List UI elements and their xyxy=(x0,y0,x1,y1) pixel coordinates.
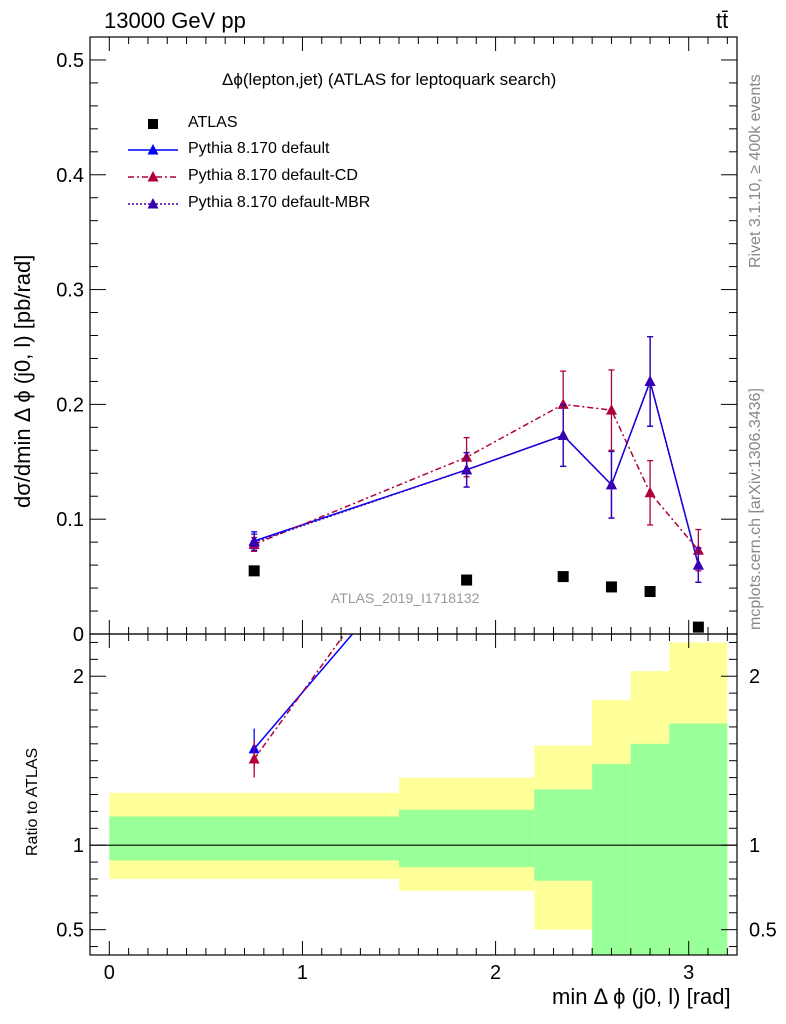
mc-data-point xyxy=(644,375,656,386)
uncertainty-band-green xyxy=(109,816,400,861)
main-panel xyxy=(248,335,704,633)
ratio-y-tick-label: 2 xyxy=(73,666,84,688)
legend-marker xyxy=(147,144,159,155)
legend-marker-atlas xyxy=(148,119,158,129)
mc-data-point xyxy=(605,404,617,415)
main-y-axis-label: dσ/dmin Δ ϕ (j0, l) [pb/rad] xyxy=(10,254,35,508)
rivet-label: Rivet 3.1.10, ≥ 400k events xyxy=(747,74,764,268)
ratio-point xyxy=(461,495,472,506)
mc-data-point xyxy=(557,429,569,440)
analysis-watermark: ATLAS_2019_I1718132 xyxy=(331,590,480,606)
legend-label-default-mbr: Pythia 8.170 default-MBR xyxy=(188,194,371,211)
x-tick-label: 2 xyxy=(490,962,501,984)
legend-marker xyxy=(147,198,159,209)
mc-data-point xyxy=(605,478,617,490)
ratio-y-tick-label-right: 1 xyxy=(749,835,760,857)
y-tick-label: 0.4 xyxy=(56,165,84,187)
atlas-data-point xyxy=(605,581,617,593)
atlas-data-point xyxy=(461,574,473,586)
x-axis-label: min Δ ϕ (j0, l) [rad] xyxy=(552,984,731,1009)
mc-data-point xyxy=(248,536,260,547)
ratio-y-tick-label-right: 0.5 xyxy=(749,920,777,942)
mc-series-line xyxy=(253,378,700,566)
x-tick-label: 3 xyxy=(683,962,694,984)
uncertainty-band-green xyxy=(399,809,535,868)
y-tick-label: 0 xyxy=(73,624,84,646)
mc-data-point xyxy=(557,398,569,409)
ratio-point xyxy=(248,753,260,764)
y-tick-label: 0.5 xyxy=(56,50,84,72)
legend-marker xyxy=(147,171,159,182)
ratio-series-line xyxy=(253,634,346,760)
y-tick-label: 0.2 xyxy=(56,394,84,416)
x-tick-label: 1 xyxy=(297,962,308,984)
legend xyxy=(128,119,178,209)
atlas-data-point xyxy=(557,571,569,583)
uncertainty-band-green xyxy=(630,743,670,955)
atlas-data-point xyxy=(248,565,260,577)
ratio-panel xyxy=(90,495,737,955)
atlas-data-point xyxy=(644,586,656,598)
mc-data-point xyxy=(692,559,704,570)
ratio-y-axis-label: Ratio to ATLAS xyxy=(24,747,41,856)
x-tick-label: 0 xyxy=(104,962,115,984)
plot-title: Δϕ(lepton,jet) (ATLAS for leptoquark sea… xyxy=(222,70,557,89)
mc-series-line xyxy=(253,378,700,566)
legend-label-atlas: ATLAS xyxy=(188,114,238,131)
y-tick-label: 0.1 xyxy=(56,509,84,531)
mcplots-label: mcplots.cern.ch [arXiv:1306.3436] xyxy=(747,388,764,630)
legend-label-default: Pythia 8.170 default xyxy=(188,140,330,157)
header-energy: 13000 GeV pp xyxy=(104,8,246,33)
mc-series-line xyxy=(253,403,699,551)
ratio-y-tick-label: 0.5 xyxy=(56,920,84,942)
ratio-series-line xyxy=(253,634,354,750)
ratio-y-tick-label: 1 xyxy=(73,835,84,857)
atlas-data-point xyxy=(692,621,704,633)
legend-label-default-cd: Pythia 8.170 default-CD xyxy=(188,167,358,184)
ratio-y-tick-label-right: 2 xyxy=(749,666,760,688)
uncertainty-band-green xyxy=(592,764,631,955)
uncertainty-band-green xyxy=(534,789,593,881)
mc-data-point xyxy=(461,463,473,475)
mc-data-point xyxy=(644,486,656,498)
y-tick-label: 0.3 xyxy=(56,280,84,302)
uncertainty-band-green xyxy=(669,723,728,955)
header-process: tt̄ xyxy=(716,8,729,33)
